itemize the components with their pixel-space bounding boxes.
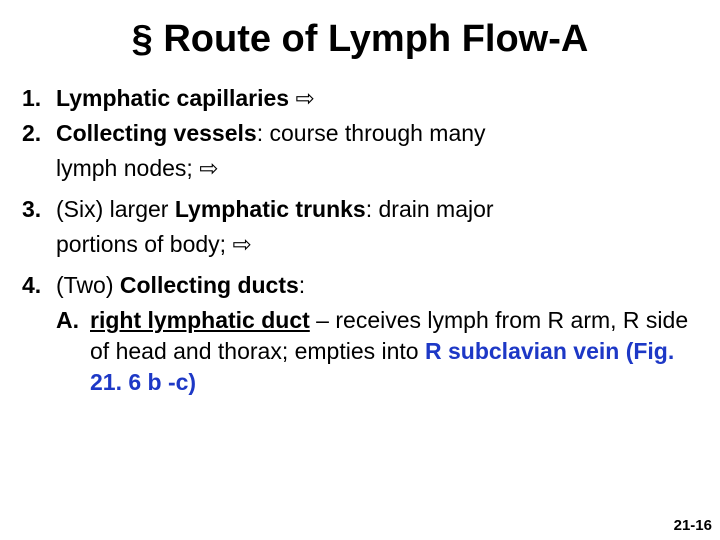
item-body: Collecting vessels: course through many <box>56 118 698 149</box>
sub-underline-bold: right lymphatic duct <box>90 307 310 333</box>
slide-title: § Route of Lymph Flow-A <box>22 18 698 61</box>
item-number: 2. <box>22 118 56 149</box>
item-continuation: lymph nodes; ⇨ <box>22 153 698 184</box>
item-prefix: (Six) larger <box>56 196 175 222</box>
item-number: 1. <box>22 83 56 114</box>
page-number: 21-16 <box>674 517 712 534</box>
sublist-item-a: A. right lymphatic duct – receives lymph… <box>22 305 698 398</box>
item-prefix: (Two) <box>56 272 120 298</box>
item-bold-lead: Collecting vessels <box>56 120 257 146</box>
slide: § Route of Lymph Flow-A 1. Lymphatic cap… <box>0 0 720 540</box>
item-tail: : course through many <box>257 120 486 146</box>
list-item-4: 4. (Two) Collecting ducts: <box>22 270 698 301</box>
sub-body: right lymphatic duct – receives lymph fr… <box>90 305 698 398</box>
item-body: Lymphatic capillaries ⇨ <box>56 83 698 114</box>
item-bold-lead: Lymphatic trunks <box>175 196 366 222</box>
item-tail: : <box>299 272 305 298</box>
item-tail: : drain major <box>366 196 494 222</box>
item-bold-lead: Collecting ducts <box>120 272 299 298</box>
item-number: 4. <box>22 270 56 301</box>
item-bold-lead: Lymphatic capillaries <box>56 85 295 111</box>
list-item-2: 2. Collecting vessels: course through ma… <box>22 118 698 149</box>
list-item-3: 3. (Six) larger Lymphatic trunks: drain … <box>22 194 698 225</box>
arrow-icon: ⇨ <box>295 85 314 111</box>
item-body: (Six) larger Lymphatic trunks: drain maj… <box>56 194 698 225</box>
item-body: (Two) Collecting ducts: <box>56 270 698 301</box>
item-number: 3. <box>22 194 56 225</box>
content-list: 1. Lymphatic capillaries ⇨ 2. Collecting… <box>22 83 698 398</box>
list-item-1: 1. Lymphatic capillaries ⇨ <box>22 83 698 114</box>
item-continuation: portions of body; ⇨ <box>22 229 698 260</box>
sub-letter: A. <box>56 305 90 398</box>
